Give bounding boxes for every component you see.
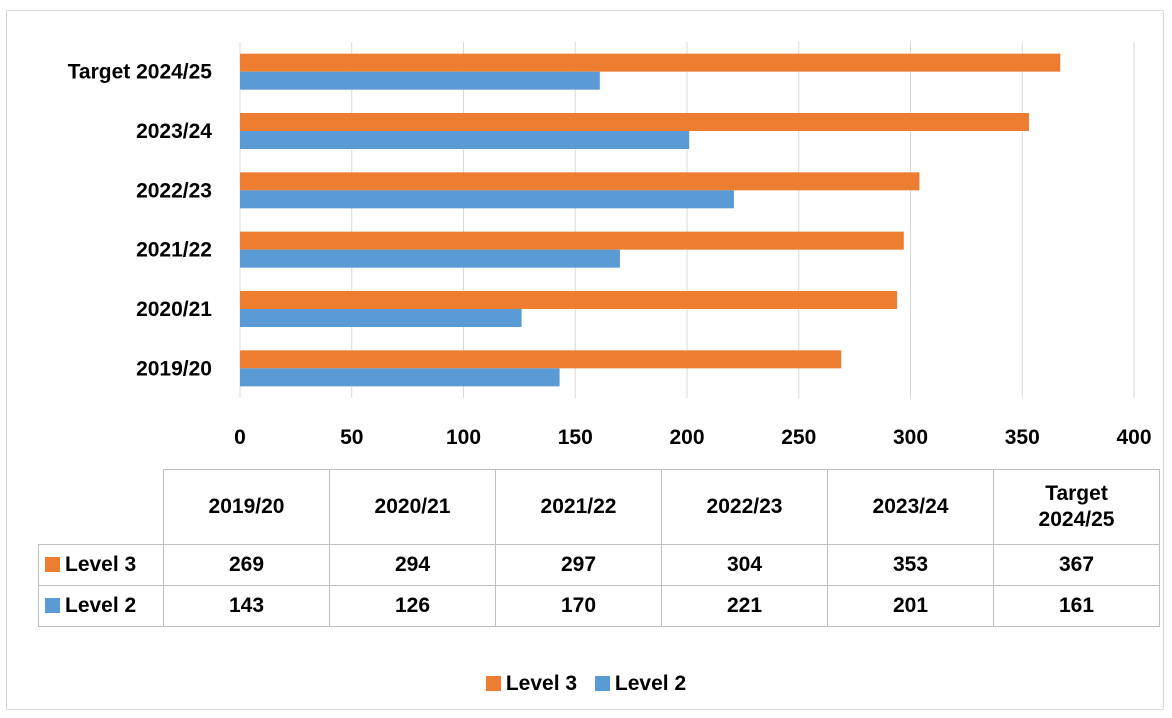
- bar-level-2: [240, 309, 522, 327]
- legend-item-level-2: Level 2: [594, 672, 687, 696]
- bar-level-3: [240, 172, 920, 191]
- table-cell: 367: [993, 544, 1160, 586]
- table-header-cell: Target 2024/25: [993, 469, 1160, 545]
- bars: [240, 53, 1061, 387]
- x-tick-label: 250: [781, 426, 816, 449]
- table-cell: 353: [827, 544, 994, 586]
- table-cell: 221: [661, 585, 828, 627]
- table-cell: 297: [495, 544, 662, 586]
- data-table: 2019/20 2020/21 2021/22 2022/23 2023/24 …: [38, 469, 1160, 627]
- x-tick-label: 200: [669, 426, 704, 449]
- table-cell: 294: [329, 544, 496, 586]
- table-cell: 143: [163, 585, 330, 627]
- level-2-swatch: [594, 676, 610, 691]
- table-header-cell: 2019/20: [163, 469, 330, 545]
- table-cell: 126: [329, 585, 496, 627]
- bar-level-3: [240, 291, 898, 309]
- x-tick-label: 300: [893, 426, 928, 449]
- level-2-swatch: [45, 598, 60, 613]
- table-row-header: Level 3: [38, 544, 164, 586]
- bar-level-2: [240, 71, 600, 90]
- bar-level-2: [240, 190, 734, 209]
- x-tick-label: 150: [558, 426, 593, 449]
- x-tick-label: 100: [446, 426, 481, 449]
- table-row-level-2: Level 2 143 126 170 221 201 161: [38, 585, 1160, 627]
- table-cell: 201: [827, 585, 994, 627]
- table-header-cell: 2021/22: [495, 469, 662, 545]
- level-3-swatch: [485, 676, 501, 691]
- legend: Level 3 Level 2: [0, 672, 1172, 696]
- table-cell: 170: [495, 585, 662, 627]
- table-corner: [38, 469, 164, 545]
- legend-item-level-3: Level 3: [485, 672, 578, 696]
- table-row-header: Level 2: [38, 585, 164, 627]
- table-header-cell: 2023/24: [827, 469, 994, 545]
- category-labels: 2019/20 2020/21 2021/22 2022/23 2023/24 Targe…: [68, 61, 213, 381]
- bar-level-3: [240, 113, 1029, 131]
- table-header-cell: 2022/23: [661, 469, 828, 545]
- x-tick-labels: 0 50 100 150 200 250 300 350 400: [234, 426, 1151, 449]
- x-tick-label: 0: [234, 426, 246, 449]
- bar-level-2: [240, 131, 690, 149]
- bar-level-3: [240, 231, 904, 250]
- bar-level-2: [240, 249, 620, 268]
- gridlines: [239, 42, 1135, 398]
- level-3-swatch: [45, 557, 60, 572]
- row-label: Level 3: [65, 553, 137, 576]
- x-tick-label: 50: [340, 426, 363, 449]
- bar-level-3: [240, 53, 1061, 72]
- legend-label: Level 3: [505, 672, 578, 695]
- table-cell: 304: [661, 544, 828, 586]
- table-header-cell: 2020/21: [329, 469, 496, 545]
- category-label: 2019/20: [136, 357, 212, 380]
- bar-level-3: [240, 350, 842, 369]
- category-label: Target 2024/25: [68, 61, 213, 84]
- legend-label: Level 2: [614, 672, 687, 695]
- category-label: 2022/23: [136, 179, 212, 202]
- bar-level-2: [240, 368, 560, 387]
- category-label: 2021/22: [136, 239, 212, 262]
- x-tick-label: 400: [1116, 426, 1151, 449]
- x-tick-label: 350: [1005, 426, 1040, 449]
- table-header-row: 2019/20 2020/21 2021/22 2022/23 2023/24 …: [38, 469, 1160, 545]
- category-label: 2020/21: [136, 298, 212, 321]
- table-row-level-3: Level 3 269 294 297 304 353 367: [38, 544, 1160, 586]
- table-cell: 269: [163, 544, 330, 586]
- category-label: 2023/24: [136, 120, 212, 143]
- table-cell: 161: [993, 585, 1160, 627]
- row-label: Level 2: [65, 594, 137, 617]
